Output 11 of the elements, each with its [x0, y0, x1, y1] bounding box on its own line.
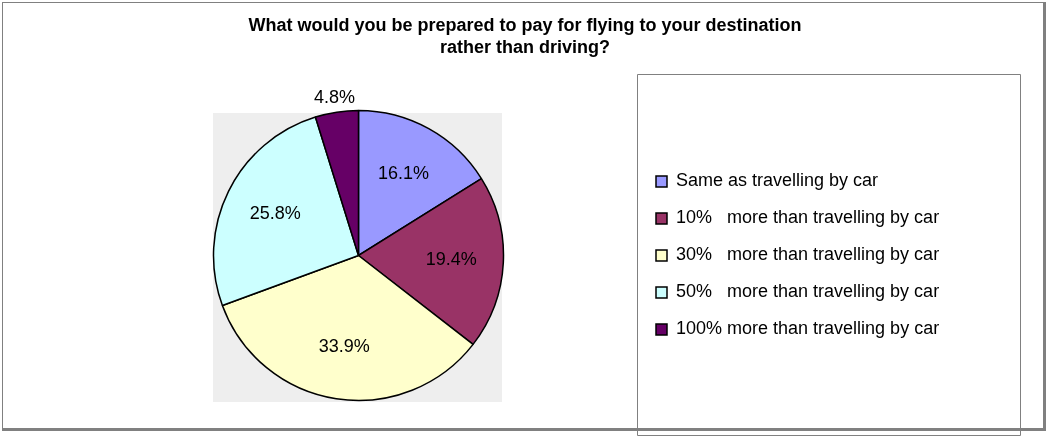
legend-label: Same as travelling by car [676, 170, 879, 191]
legend-label: 10% more than travelling by car [676, 207, 940, 228]
chart-title: What would you be prepared to pay for flying to your destination rather than driving? [247, 14, 803, 58]
legend-label: 30% more than travelling by car [676, 244, 940, 265]
legend-label: 100% more than travelling by car [676, 318, 940, 339]
data-label: 16.1% [377, 163, 429, 184]
data-label: 4.8% [314, 87, 356, 108]
data-label: 25.8% [249, 203, 301, 224]
legend-label: 50% more than travelling by car [676, 281, 940, 302]
data-label: 33.9% [318, 336, 370, 357]
data-label: 19.4% [425, 249, 477, 270]
